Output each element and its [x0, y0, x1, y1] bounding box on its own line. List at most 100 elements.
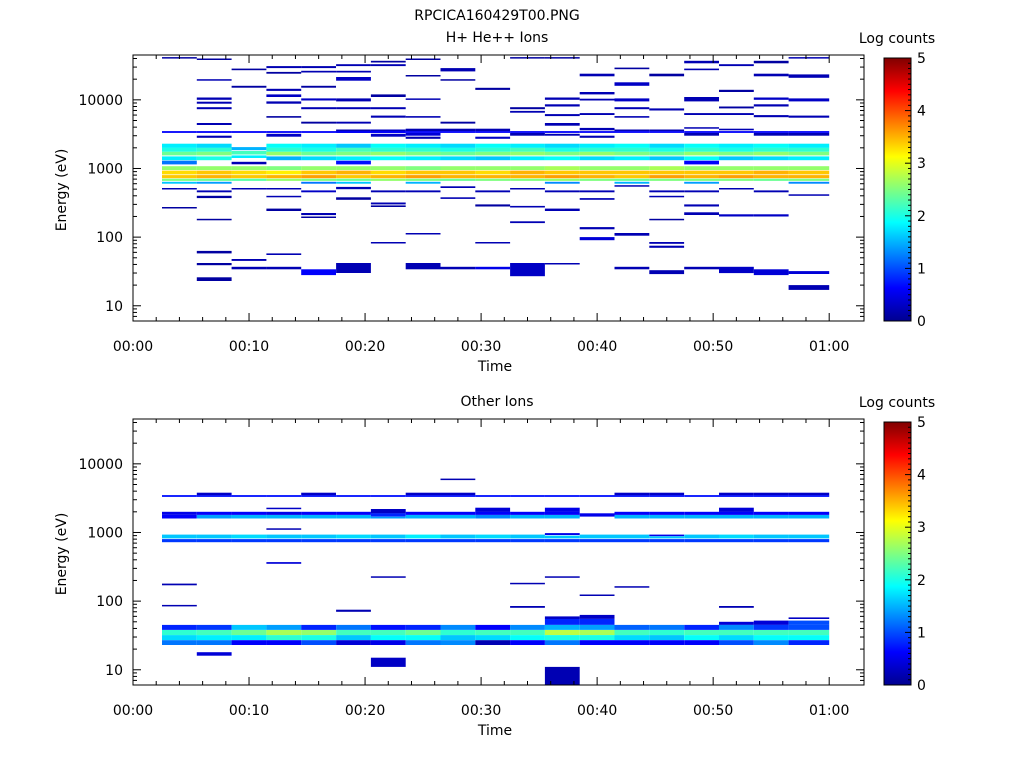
- heatmap-cell: [544, 181, 580, 184]
- heatmap-cell: [649, 170, 685, 175]
- heatmap-cell: [753, 104, 789, 107]
- heatmap-cell: [579, 143, 615, 148]
- heatmap-cell: [649, 129, 685, 132]
- heatmap-cell: [440, 128, 476, 132]
- heatmap-cell: [266, 253, 302, 255]
- heatmap-cell: [301, 213, 336, 216]
- heatmap-cell: [440, 478, 476, 481]
- heatmap-cell: [266, 156, 302, 161]
- heatmap-cell: [301, 495, 336, 497]
- heatmap-cell: [336, 64, 371, 67]
- heatmap-cell: [753, 630, 789, 636]
- heatmap-cell: [405, 156, 441, 161]
- heatmap-cell: [266, 166, 302, 170]
- heatmap-cell: [788, 166, 830, 170]
- heatmap-cell: [266, 131, 302, 133]
- heatmap-cell: [788, 635, 830, 641]
- panel-2-x-axis-label: Time: [477, 723, 512, 739]
- heatmap-cell: [301, 630, 336, 636]
- panel-2-y-ticks: 10 100 1000 10000: [78, 422, 864, 686]
- heatmap-cell: [266, 635, 302, 641]
- heatmap-cell: [370, 242, 406, 244]
- heatmap-cell: [649, 539, 685, 543]
- heatmap-cell: [510, 635, 545, 641]
- heatmap-cell: [510, 188, 545, 190]
- colorbar-tick-label: 3: [917, 520, 926, 536]
- heatmap-cell: [266, 143, 302, 148]
- heatmap-cell: [266, 71, 302, 74]
- heatmap-cell: [475, 178, 511, 181]
- heatmap-cell: [405, 143, 441, 148]
- heatmap-cell: [405, 166, 441, 170]
- heatmap-cell: [719, 507, 754, 512]
- heatmap-cell: [266, 528, 302, 530]
- x-tick-label: 01:00: [809, 703, 849, 719]
- heatmap-cell: [614, 166, 650, 170]
- heatmap-cell: [649, 108, 685, 111]
- heatmap-cell: [544, 624, 580, 630]
- heatmap-cell: [788, 515, 830, 519]
- heatmap-cell: [649, 190, 685, 193]
- heatmap-cell: [440, 630, 476, 636]
- heatmap-cell: [579, 166, 615, 170]
- heatmap-cell: [510, 143, 545, 148]
- heatmap-cell: [684, 143, 719, 148]
- heatmap-cell: [440, 266, 476, 270]
- heatmap-cell: [301, 70, 336, 73]
- heatmap-cell: [336, 181, 371, 184]
- colorbar-tick-label: 5: [917, 415, 926, 431]
- heatmap-cell: [405, 233, 441, 235]
- heatmap-cell: [753, 214, 789, 217]
- heatmap-cell: [370, 576, 406, 578]
- heatmap-cell: [544, 178, 580, 181]
- heatmap-cell: [684, 204, 719, 207]
- panel-2-y-axis-label: Energy (eV): [54, 513, 70, 596]
- heatmap-cell: [753, 624, 789, 630]
- colorbar-tick-label: 5: [917, 51, 926, 67]
- heatmap-cell: [614, 586, 650, 588]
- heatmap-cell: [649, 156, 685, 161]
- heatmap-cell: [196, 156, 232, 161]
- heatmap-cell: [719, 113, 754, 115]
- heatmap-cell: [336, 170, 371, 175]
- x-tick-label: 00:40: [577, 703, 617, 719]
- heatmap-cell: [649, 515, 685, 519]
- heatmap-cell: [266, 539, 302, 543]
- heatmap-cell: [753, 147, 789, 152]
- heatmap-cell: [301, 635, 336, 641]
- heatmap-cell: [301, 515, 336, 519]
- heatmap-cell: [614, 640, 650, 645]
- heatmap-cell: [440, 151, 476, 156]
- heatmap-cell: [440, 511, 476, 515]
- heatmap-cell: [301, 170, 336, 175]
- x-tick-label: 00:20: [345, 339, 385, 355]
- heatmap-cell: [266, 170, 302, 175]
- heatmap-cell: [336, 515, 371, 519]
- heatmap-cell: [162, 539, 197, 543]
- heatmap-cell: [196, 539, 232, 543]
- heatmap-cell: [405, 630, 441, 636]
- heatmap-cell: [719, 539, 754, 543]
- heatmap-cell: [649, 73, 685, 77]
- heatmap-cell: [196, 123, 232, 125]
- heatmap-cell: [614, 511, 650, 515]
- heatmap-cell: [719, 515, 754, 519]
- heatmap-cell: [162, 624, 197, 630]
- heatmap-cell: [579, 175, 615, 179]
- heatmap-cell: [370, 640, 406, 645]
- heatmap-cell: [719, 175, 754, 179]
- heatmap-cell: [196, 635, 232, 641]
- heatmap-cell: [614, 624, 650, 630]
- heatmap-cell: [231, 515, 267, 519]
- heatmap-cell: [510, 107, 545, 110]
- heatmap-cell: [475, 630, 511, 636]
- heatmap-cell: [475, 170, 511, 175]
- heatmap-cell: [753, 151, 789, 156]
- heatmap-cell: [544, 666, 580, 685]
- heatmap-cell: [370, 143, 406, 148]
- heatmap-cell: [162, 583, 197, 586]
- heatmap-cell: [684, 60, 719, 64]
- heatmap-cell: [301, 269, 336, 276]
- heatmap-cell: [370, 94, 406, 97]
- heatmap-cell: [231, 188, 267, 190]
